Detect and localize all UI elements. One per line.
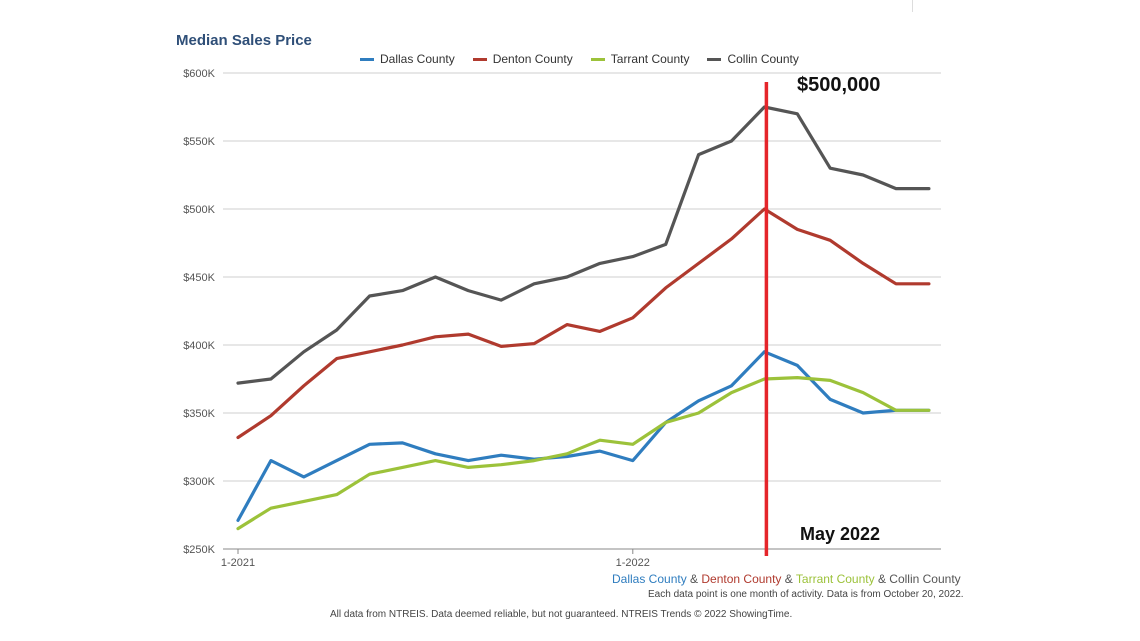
- data-note: Each data point is one month of activity…: [648, 589, 964, 600]
- y-tick-label: $500K: [183, 204, 215, 216]
- x-tick-label: 1-2022: [616, 557, 650, 569]
- footer-disclaimer: All data from NTREIS. Data deemed reliab…: [330, 609, 793, 620]
- series-line-tarrant-county: [236, 376, 931, 531]
- y-tick-label: $350K: [183, 408, 215, 420]
- legend-swatch-denton: [472, 57, 487, 61]
- series-line-dallas-county: [236, 350, 931, 523]
- legend-swatch-tarrant: [590, 57, 605, 61]
- legend-item-denton: Denton County: [472, 52, 573, 66]
- legend-item-collin: Collin County: [707, 52, 799, 66]
- subtitle-part: &: [874, 572, 890, 586]
- x-tick-label: 1-2021: [221, 557, 255, 569]
- chart-title: Median Sales Price: [176, 32, 312, 49]
- legend-label-denton: Denton County: [492, 52, 573, 66]
- subtitle-part: Denton County: [701, 572, 782, 586]
- series-line-denton-county: [236, 207, 931, 440]
- y-tick-label: $400K: [183, 340, 215, 352]
- series-subtitle: Dallas County & Denton County & Tarrant …: [612, 572, 961, 586]
- legend: Dallas County Denton County Tarrant Coun…: [360, 52, 799, 66]
- y-tick-label: $300K: [183, 476, 215, 488]
- subtitle-part: &: [686, 572, 702, 586]
- legend-label-collin: Collin County: [727, 52, 799, 66]
- legend-swatch-dallas: [360, 57, 374, 61]
- y-tick-label: $550K: [183, 136, 215, 148]
- subtitle-part: &: [781, 572, 796, 586]
- subtitle-part: Collin County: [889, 572, 961, 586]
- price-annotation: $500,000: [797, 74, 881, 96]
- legend-item-dallas: Dallas County: [360, 52, 455, 66]
- subtitle-part: Dallas County: [612, 572, 687, 586]
- legend-item-tarrant: Tarrant County: [590, 52, 690, 66]
- y-tick-label: $450K: [183, 272, 215, 284]
- subtitle-part: Tarrant County: [795, 572, 875, 586]
- legend-swatch-collin: [707, 57, 722, 61]
- legend-label-tarrant: Tarrant County: [610, 52, 690, 66]
- y-tick-label: $250K: [183, 544, 215, 556]
- series-line-collin-county: [236, 105, 931, 385]
- y-tick-label: $600K: [183, 68, 215, 80]
- corner-divider: [912, 0, 913, 12]
- legend-label-dallas: Dallas County: [380, 52, 455, 66]
- month-annotation: May 2022: [800, 524, 881, 544]
